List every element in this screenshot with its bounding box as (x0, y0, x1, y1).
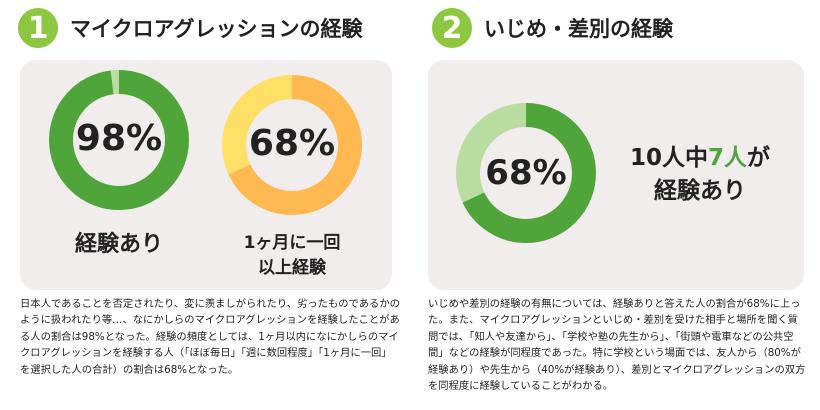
donut-3-center-label: 68% (485, 153, 567, 193)
section1-description-text: 日本人であることを否定されたり、変に羨ましがられたり、劣ったものであるかのように… (20, 298, 400, 376)
ratio-post: が (747, 145, 771, 171)
section2-header: 2 いじめ・差別の経験 (432, 8, 673, 48)
donut-2-center-label: 68% (248, 123, 336, 164)
section1-title: マイクロアグレッションの経験 (70, 17, 363, 41)
donut-2-slice-2 (222, 75, 362, 215)
ratio-highlight: 7人 (708, 145, 748, 171)
donut-1-center-label: 98% (75, 118, 163, 159)
ratio-line1: 10人中7人が (625, 142, 775, 175)
ratio-line2: 経験あり (654, 178, 746, 204)
section2-description: いじめや差別の経験の有無については、経験ありと答えた人の割合が68%に上った。ま… (428, 296, 806, 394)
donut-3-svg (456, 103, 596, 243)
section1-number-badge: 1 (18, 8, 58, 48)
section2-panel (428, 60, 804, 290)
donut-1-slice-2 (49, 70, 189, 210)
donut-chart-3: 68% (456, 103, 596, 243)
section1-description: 日本人であることを否定されたり、変に羨ましがられたり、劣ったものであるかのように… (20, 296, 400, 378)
donut-2-caption-line2: 以上経験 (258, 258, 326, 278)
donut-2-svg (222, 75, 362, 215)
donut-1-svg (49, 70, 189, 210)
donut-chart-1: 98% (49, 70, 189, 210)
donut-3-slice-2 (456, 103, 596, 243)
section2-title: いじめ・差別の経験 (484, 17, 673, 41)
donut-1-caption: 経験あり (74, 232, 163, 257)
donut-chart-2: 68% (222, 75, 362, 215)
section2-number-badge: 2 (432, 8, 472, 48)
section2-ratio-text: 10人中7人が 経験あり (625, 142, 775, 208)
section2-description-text: いじめや差別の経験の有無については、経験ありと答えた人の割合が68%に上った。ま… (428, 298, 806, 393)
section1-header: 1 マイクロアグレッションの経験 (18, 8, 363, 48)
ratio-pre: 10人中 (629, 145, 708, 171)
donut-2-caption-line1: 1ヶ月に一回 (243, 233, 341, 253)
